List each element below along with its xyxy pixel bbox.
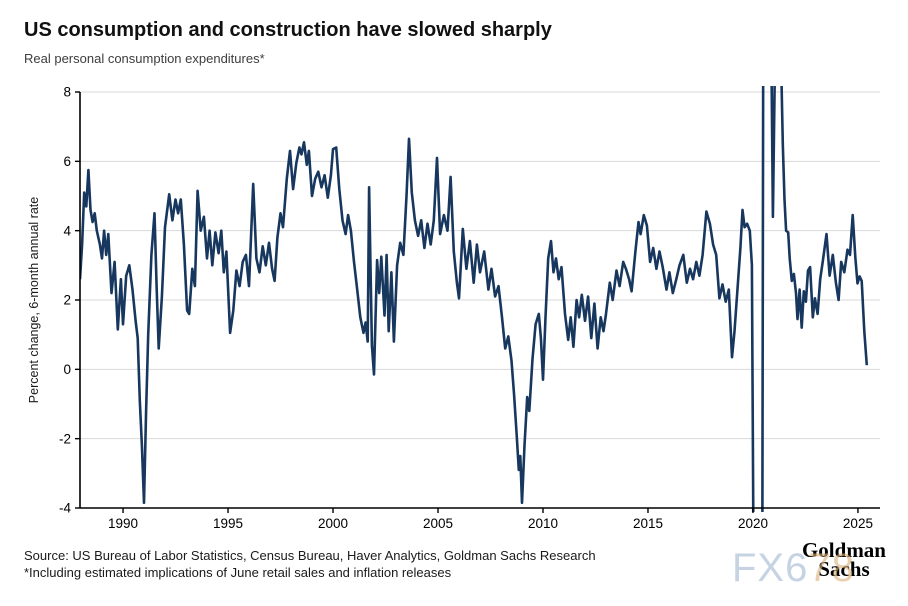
x-tick-label: 2020: [738, 516, 768, 531]
y-axis-title: Percent change, 6-month annual rate: [27, 197, 41, 403]
x-tick-label: 2005: [423, 516, 453, 531]
source-text: Source: US Bureau of Labor Statistics, C…: [24, 548, 596, 563]
y-tick-label: 6: [63, 154, 71, 169]
y-tick-label: -2: [59, 431, 71, 446]
chart-svg: 8 6 4 2 0 -2 -4 1990 1995 2000 2005 2010 2015 2020 202…: [27, 85, 880, 531]
x-tick-label: 1995: [213, 516, 243, 531]
watermark-blue-part: FX6: [732, 546, 809, 590]
page-title: US consumption and construction have slo…: [24, 19, 552, 41]
x-tick-label: 2015: [633, 516, 663, 531]
logo-line-1: Goldman: [801, 538, 886, 562]
y-tick-label: 8: [63, 85, 71, 100]
logo-line-2: Sachs: [818, 557, 870, 581]
footnote-text: *Including estimated implications of Jun…: [24, 565, 452, 580]
y-tick-label: 0: [63, 362, 71, 377]
x-tick-label: 2000: [318, 516, 348, 531]
x-tick-label: 1990: [108, 516, 138, 531]
y-tick-label: 2: [63, 293, 71, 308]
y-tick-label: 4: [63, 223, 71, 238]
chart-subtitle: Real personal consumption expenditures*: [24, 51, 265, 66]
goldman-sachs-logo: Goldman Sachs: [801, 538, 886, 581]
x-tick-label: 2010: [528, 516, 558, 531]
y-tick-label: -4: [59, 501, 71, 516]
pce-line: [80, 86, 869, 512]
x-tick-label: 2025: [843, 516, 873, 531]
